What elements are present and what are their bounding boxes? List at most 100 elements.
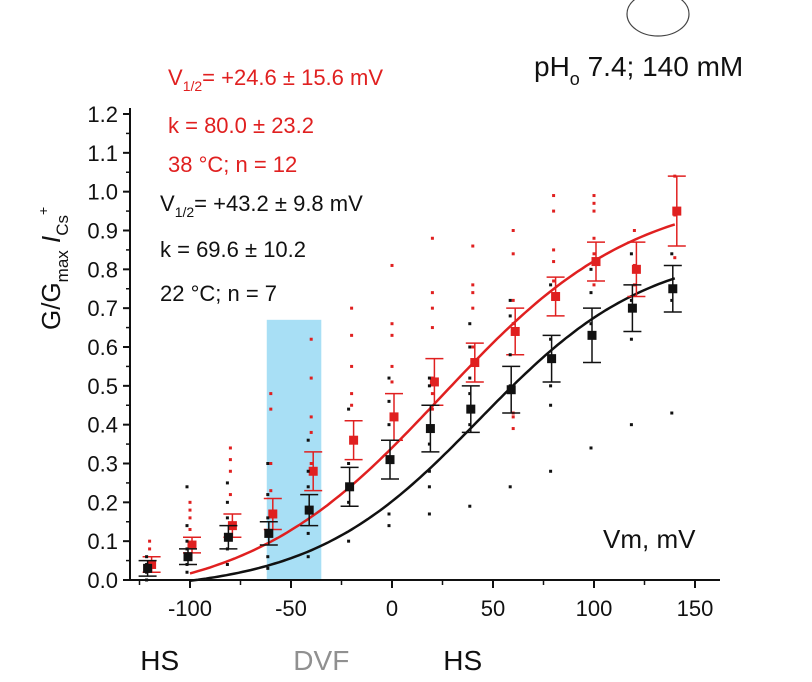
red-cell-dot	[188, 516, 192, 520]
y-tick-label: 1.2	[87, 102, 118, 127]
red-cell-dot	[430, 407, 434, 411]
black-mean-marker	[668, 284, 678, 294]
black-cell-dot	[549, 403, 553, 407]
red-mean-marker	[349, 435, 359, 445]
chart-title-rest: 7.4; 140 mM	[580, 51, 743, 82]
black-cell-dot	[185, 570, 189, 574]
red-cell-dot	[592, 201, 596, 205]
black-cell-dot	[589, 446, 593, 450]
red-mean-marker	[187, 540, 197, 550]
red-cell-dot	[390, 364, 394, 368]
black-cell-dot	[225, 516, 229, 520]
black-mean-marker	[466, 404, 476, 414]
red-mean-marker	[551, 292, 561, 302]
ylabel-plus: +	[35, 207, 51, 215]
red-cell-dot	[471, 345, 475, 349]
red-annotations: V1/2= +24.6 ± 15.6 mV k = 80.0 ± 23.2 38…	[168, 65, 383, 177]
black-cell-dot	[549, 384, 553, 388]
red-mean-marker	[268, 509, 278, 519]
black-cell-dot	[266, 516, 270, 520]
red-cell-dot	[228, 493, 232, 497]
y-tick-label: 0.8	[87, 257, 118, 282]
red-cell-dot	[511, 427, 515, 431]
ylabel-g: G/G	[36, 282, 66, 330]
black-mean-marker	[223, 532, 233, 542]
black-cell-dot	[508, 298, 512, 302]
black-cell-dot	[468, 423, 472, 427]
red-cell-dot	[188, 500, 192, 504]
red-cell-dot	[390, 380, 394, 384]
black-cell-dot	[225, 562, 229, 566]
black-cell-dot	[306, 485, 310, 489]
black-cell-dot	[145, 555, 149, 559]
y-tick-label: 0.6	[87, 335, 118, 360]
red-cell-dot	[552, 194, 556, 198]
black-cell-dot	[387, 376, 391, 380]
black-cell-dot	[427, 442, 431, 446]
black-cell-dot	[306, 555, 310, 559]
y-tick-label: 0.3	[87, 452, 118, 477]
black-mean-marker	[587, 330, 597, 340]
y-axis-label: G/Gmax ICs+	[35, 207, 72, 330]
y-tick-label: 0.0	[87, 568, 118, 593]
y-tick-label: 1.1	[87, 141, 118, 166]
black-mean-marker	[506, 385, 516, 395]
black-cell-dot	[589, 322, 593, 326]
black-vhalf-text: V1/2= +43.2 ± 9.8 mV	[160, 191, 363, 220]
dvf-shaded-region	[266, 319, 322, 580]
black-cell-dot	[387, 399, 391, 403]
y-tick-label: 0.7	[87, 296, 118, 321]
black-cell-dot	[185, 524, 189, 528]
black-cell-dot	[347, 500, 351, 504]
red-cell-dot	[552, 248, 556, 252]
red-vhalf-text: V1/2= +24.6 ± 15.6 mV	[168, 65, 383, 94]
red-cell-dot	[390, 322, 394, 326]
black-cell-dot	[589, 291, 593, 295]
red-mean-marker	[429, 377, 439, 387]
red-mean-marker	[631, 264, 641, 274]
red-cell-dot	[592, 194, 596, 198]
black-cell-dot	[468, 392, 472, 396]
black-cell-dot	[387, 524, 391, 528]
red-cell-dot	[511, 229, 515, 232]
red-cell-dot	[350, 306, 354, 310]
red-cell-dot	[228, 458, 232, 462]
black-cell-dot	[427, 485, 431, 489]
black-mean-marker	[143, 563, 153, 573]
red-cell-dot	[188, 508, 192, 512]
red-cell-dot	[350, 364, 354, 368]
ylabel-i: I	[36, 236, 66, 250]
red-cell-dot	[511, 322, 515, 326]
black-cell-dot	[468, 504, 472, 508]
red-cell-dot	[350, 403, 354, 407]
y-tick-label: 0.2	[87, 490, 118, 515]
red-cell-dot	[309, 415, 313, 419]
corner-circle	[626, 0, 690, 37]
red-cell-dot	[592, 209, 596, 213]
black-cell-dot	[549, 283, 553, 287]
black-cell-dot	[306, 438, 310, 442]
black-cell-dot	[145, 578, 149, 582]
red-cell-dot	[592, 283, 596, 287]
red-cell-dot	[632, 229, 636, 232]
black-cell-dot	[347, 407, 351, 411]
red-cell-dot	[430, 326, 434, 330]
red-cell-dot	[269, 462, 273, 465]
red-cell-dot	[228, 469, 232, 473]
red-cell-dot	[471, 291, 475, 295]
red-cell-dot	[148, 547, 152, 551]
y-tick-label: 0.1	[87, 529, 118, 554]
red-cell-dot	[430, 306, 434, 310]
red-cell-dot	[552, 260, 556, 264]
black-cell-dot	[670, 252, 674, 256]
ylabel-max: max	[53, 250, 72, 283]
black-k-text: k = 69.6 ± 10.2	[160, 237, 306, 262]
black-mean-marker	[627, 303, 637, 313]
black-cell-dot	[266, 555, 270, 559]
black-cell-dot	[629, 337, 633, 341]
black-cell-dot	[347, 539, 351, 543]
black-mean-marker	[304, 505, 314, 515]
black-cell-dot	[629, 298, 633, 302]
red-cell-dot	[390, 263, 394, 267]
x-tick-label: -100	[168, 596, 212, 621]
